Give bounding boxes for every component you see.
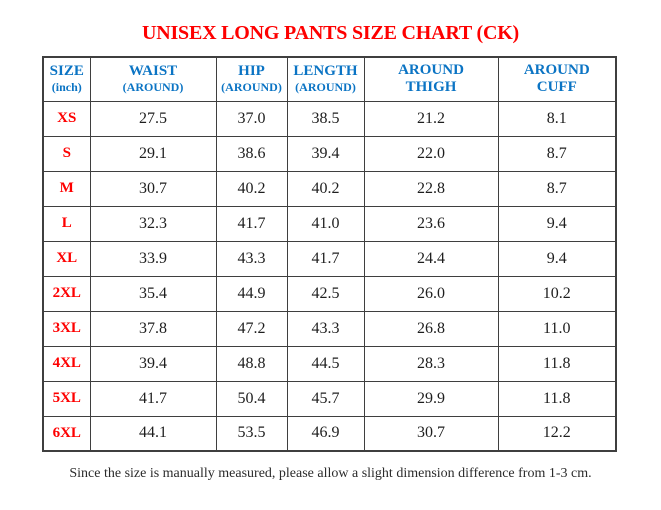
waist-value-cell: 41.7 — [89, 380, 217, 417]
cuff-value-cell: 8.7 — [497, 135, 617, 172]
thigh-value-cell: 30.7 — [363, 415, 499, 452]
measurement-note: Since the size is manually measured, ple… — [69, 466, 592, 481]
thigh-value-cell: 21.2 — [363, 100, 499, 137]
cuff-value-cell: 8.7 — [497, 170, 617, 207]
table-row: L 32.3 41.7 41.0 23.6 9.4 — [42, 205, 617, 242]
header-size-label: SIZE — [49, 63, 84, 80]
header-length-label: LENGTH — [293, 63, 358, 80]
header-cell-cuff: AROUND CUFF — [497, 56, 617, 102]
waist-value-cell: 33.9 — [89, 240, 217, 277]
cuff-value-cell: 11.8 — [497, 380, 617, 417]
hip-value-cell: 53.5 — [215, 415, 288, 452]
waist-value-cell: 27.5 — [89, 100, 217, 137]
waist-value-cell: 29.1 — [89, 135, 217, 172]
thigh-value-cell: 22.0 — [363, 135, 499, 172]
cuff-value-cell: 11.8 — [497, 345, 617, 382]
size-cell: M — [42, 170, 91, 207]
header-length-sub: (AROUND) — [295, 80, 356, 95]
thigh-value-cell: 29.9 — [363, 380, 499, 417]
header-waist-label: WAIST — [128, 63, 178, 80]
waist-value-cell: 44.1 — [89, 415, 217, 452]
header-hip-label: HIP — [238, 63, 265, 80]
table-row: 2XL 35.4 44.9 42.5 26.0 10.2 — [42, 275, 617, 312]
thigh-value-cell: 26.0 — [363, 275, 499, 312]
length-value-cell: 38.5 — [286, 100, 365, 137]
cuff-value-cell: 11.0 — [497, 310, 617, 347]
size-cell: XL — [42, 240, 91, 277]
size-cell: 4XL — [42, 345, 91, 382]
header-row: SIZE (inch) WAIST (AROUND) HIP (AROUND) … — [42, 56, 617, 102]
header-thigh-line2: THIGH — [405, 79, 457, 96]
waist-value-cell: 30.7 — [89, 170, 217, 207]
header-thigh-line1: AROUND — [398, 62, 464, 79]
size-cell: 3XL — [42, 310, 91, 347]
table-row: 5XL 41.7 50.4 45.7 29.9 11.8 — [42, 380, 617, 417]
cuff-value-cell: 12.2 — [497, 415, 617, 452]
header-cell-waist: WAIST (AROUND) — [89, 56, 217, 102]
header-hip-sub: (AROUND) — [221, 80, 282, 95]
length-value-cell: 46.9 — [286, 415, 365, 452]
size-chart-table: SIZE (inch) WAIST (AROUND) HIP (AROUND) … — [42, 56, 617, 452]
length-value-cell: 43.3 — [286, 310, 365, 347]
hip-value-cell: 48.8 — [215, 345, 288, 382]
size-cell: L — [42, 205, 91, 242]
thigh-value-cell: 22.8 — [363, 170, 499, 207]
size-cell: 2XL — [42, 275, 91, 312]
thigh-value-cell: 23.6 — [363, 205, 499, 242]
thigh-value-cell: 24.4 — [363, 240, 499, 277]
length-value-cell: 45.7 — [286, 380, 365, 417]
header-cell-length: LENGTH (AROUND) — [286, 56, 365, 102]
table-row: XL 33.9 43.3 41.7 24.4 9.4 — [42, 240, 617, 277]
hip-value-cell: 41.7 — [215, 205, 288, 242]
page-title: UNISEX LONG PANTS SIZE CHART (CK) — [141, 22, 520, 44]
table-row: S 29.1 38.6 39.4 22.0 8.7 — [42, 135, 617, 172]
header-waist-sub: (AROUND) — [122, 80, 184, 95]
waist-value-cell: 37.8 — [89, 310, 217, 347]
cuff-value-cell: 8.1 — [497, 100, 617, 137]
length-value-cell: 42.5 — [286, 275, 365, 312]
size-cell: 5XL — [42, 380, 91, 417]
header-cell-hip: HIP (AROUND) — [215, 56, 288, 102]
size-table-body: XS 27.5 37.0 38.5 21.2 8.1 S 29.1 38.6 3… — [42, 100, 617, 452]
length-value-cell: 44.5 — [286, 345, 365, 382]
size-cell: 6XL — [42, 415, 91, 452]
hip-value-cell: 40.2 — [215, 170, 288, 207]
table-row: 3XL 37.8 47.2 43.3 26.8 11.0 — [42, 310, 617, 347]
table-row: XS 27.5 37.0 38.5 21.2 8.1 — [42, 100, 617, 137]
hip-value-cell: 44.9 — [215, 275, 288, 312]
length-value-cell: 41.7 — [286, 240, 365, 277]
waist-value-cell: 35.4 — [89, 275, 217, 312]
thigh-value-cell: 26.8 — [363, 310, 499, 347]
table-row: 4XL 39.4 48.8 44.5 28.3 11.8 — [42, 345, 617, 382]
waist-value-cell: 39.4 — [89, 345, 217, 382]
length-value-cell: 41.0 — [286, 205, 365, 242]
waist-value-cell: 32.3 — [89, 205, 217, 242]
length-value-cell: 40.2 — [286, 170, 365, 207]
header-cell-thigh: AROUND THIGH — [363, 56, 499, 102]
cuff-value-cell: 10.2 — [497, 275, 617, 312]
hip-value-cell: 43.3 — [215, 240, 288, 277]
length-value-cell: 39.4 — [286, 135, 365, 172]
thigh-value-cell: 28.3 — [363, 345, 499, 382]
table-row: M 30.7 40.2 40.2 22.8 8.7 — [42, 170, 617, 207]
size-cell: XS — [42, 100, 91, 137]
cuff-value-cell: 9.4 — [497, 240, 617, 277]
hip-value-cell: 50.4 — [215, 380, 288, 417]
hip-value-cell: 47.2 — [215, 310, 288, 347]
header-cuff-line2: CUFF — [536, 79, 577, 96]
hip-value-cell: 38.6 — [215, 135, 288, 172]
size-cell: S — [42, 135, 91, 172]
header-cuff-line1: AROUND — [523, 62, 590, 79]
table-row: 6XL 44.1 53.5 46.9 30.7 12.2 — [42, 415, 617, 452]
cuff-value-cell: 9.4 — [497, 205, 617, 242]
hip-value-cell: 37.0 — [215, 100, 288, 137]
header-cell-size: SIZE (inch) — [42, 56, 91, 102]
header-size-unit: (inch) — [51, 80, 82, 95]
